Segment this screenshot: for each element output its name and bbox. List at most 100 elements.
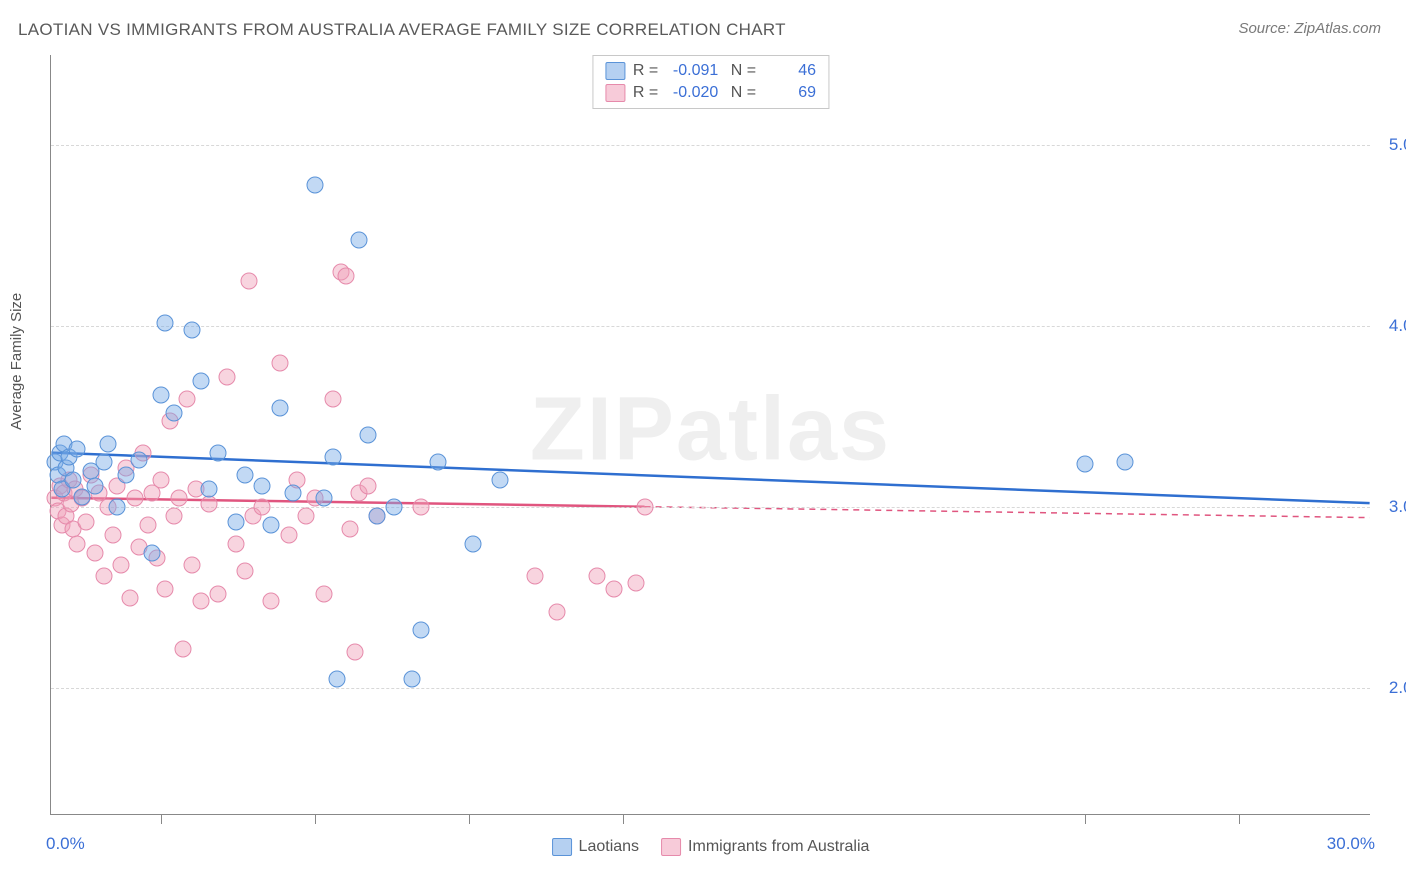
- scatter-point-blue: [254, 477, 271, 494]
- n-value-pink: 69: [764, 84, 816, 102]
- scatter-point-pink: [298, 508, 315, 525]
- r-label: R =: [633, 62, 658, 80]
- r-value-blue: -0.091: [666, 62, 718, 80]
- scatter-point-blue: [201, 481, 218, 498]
- scatter-point-blue: [351, 231, 368, 248]
- n-label: N =: [726, 84, 756, 102]
- legend-bottom: Laotians Immigrants from Australia: [552, 838, 870, 856]
- scatter-point-blue: [263, 517, 280, 534]
- legend-label: Immigrants from Australia: [688, 838, 869, 856]
- scatter-point-blue: [491, 472, 508, 489]
- plot-area: ZIPatlas R = -0.091 N = 46 R = -0.020 N …: [50, 55, 1370, 815]
- gridline: [51, 326, 1370, 327]
- y-axis-label: Average Family Size: [8, 293, 25, 430]
- x-axis-max-label: 30.0%: [1327, 834, 1375, 854]
- y-tick-label: 4.00: [1389, 316, 1406, 336]
- scatter-point-pink: [412, 499, 429, 516]
- legend-label: Laotians: [579, 838, 640, 856]
- scatter-point-pink: [219, 369, 236, 386]
- scatter-point-blue: [166, 405, 183, 422]
- scatter-point-pink: [69, 535, 86, 552]
- scatter-point-blue: [236, 466, 253, 483]
- legend-item: Laotians: [552, 838, 640, 856]
- scatter-point-pink: [606, 580, 623, 597]
- scatter-point-blue: [368, 508, 385, 525]
- scatter-point-pink: [527, 568, 544, 585]
- scatter-point-blue: [131, 452, 148, 469]
- scatter-point-blue: [386, 499, 403, 516]
- scatter-point-blue: [1077, 455, 1094, 472]
- x-tick: [1085, 814, 1086, 824]
- scatter-point-pink: [236, 562, 253, 579]
- trend-lines-svg: [51, 55, 1370, 814]
- scatter-point-blue: [157, 314, 174, 331]
- scatter-point-blue: [183, 322, 200, 339]
- scatter-point-blue: [403, 671, 420, 688]
- scatter-point-pink: [263, 593, 280, 610]
- x-axis-min-label: 0.0%: [46, 834, 85, 854]
- scatter-point-pink: [210, 586, 227, 603]
- scatter-point-pink: [588, 568, 605, 585]
- swatch-icon: [552, 838, 572, 856]
- scatter-point-blue: [271, 399, 288, 416]
- scatter-point-pink: [549, 604, 566, 621]
- scatter-point-pink: [104, 526, 121, 543]
- swatch-blue-icon: [605, 62, 625, 80]
- scatter-point-pink: [166, 508, 183, 525]
- scatter-point-pink: [315, 586, 332, 603]
- scatter-point-pink: [175, 640, 192, 657]
- y-tick-label: 3.00: [1389, 497, 1406, 517]
- x-tick: [315, 814, 316, 824]
- scatter-point-blue: [412, 622, 429, 639]
- scatter-point-pink: [95, 568, 112, 585]
- scatter-point-pink: [342, 521, 359, 538]
- chart-title: LAOTIAN VS IMMIGRANTS FROM AUSTRALIA AVE…: [18, 20, 786, 40]
- scatter-point-blue: [192, 372, 209, 389]
- scatter-point-blue: [227, 513, 244, 530]
- scatter-point-blue: [87, 477, 104, 494]
- scatter-point-pink: [153, 472, 170, 489]
- scatter-point-pink: [179, 390, 196, 407]
- legend-stats-row-blue: R = -0.091 N = 46: [605, 60, 816, 82]
- swatch-pink-icon: [605, 84, 625, 102]
- scatter-point-blue: [153, 387, 170, 404]
- scatter-point-blue: [95, 454, 112, 471]
- scatter-point-blue: [307, 177, 324, 194]
- scatter-point-pink: [113, 557, 130, 574]
- legend-stats-row-pink: R = -0.020 N = 69: [605, 82, 816, 104]
- x-tick: [161, 814, 162, 824]
- legend-item: Immigrants from Australia: [661, 838, 869, 856]
- scatter-point-blue: [430, 454, 447, 471]
- scatter-point-pink: [122, 589, 139, 606]
- scatter-point-blue: [359, 427, 376, 444]
- x-tick: [1239, 814, 1240, 824]
- scatter-point-pink: [254, 499, 271, 516]
- scatter-point-blue: [69, 441, 86, 458]
- scatter-point-pink: [337, 267, 354, 284]
- scatter-point-pink: [139, 517, 156, 534]
- n-value-blue: 46: [764, 62, 816, 80]
- scatter-point-blue: [315, 490, 332, 507]
- scatter-point-pink: [183, 557, 200, 574]
- scatter-point-pink: [637, 499, 654, 516]
- scatter-point-pink: [359, 477, 376, 494]
- scatter-point-pink: [324, 390, 341, 407]
- legend-stats: R = -0.091 N = 46 R = -0.020 N = 69: [592, 55, 829, 109]
- scatter-point-pink: [126, 490, 143, 507]
- scatter-point-blue: [324, 448, 341, 465]
- scatter-point-blue: [100, 436, 117, 453]
- scatter-point-pink: [227, 535, 244, 552]
- n-label: N =: [726, 62, 756, 80]
- gridline: [51, 688, 1370, 689]
- scatter-point-pink: [201, 495, 218, 512]
- scatter-point-pink: [157, 580, 174, 597]
- scatter-point-blue: [465, 535, 482, 552]
- scatter-point-blue: [144, 544, 161, 561]
- gridline: [51, 145, 1370, 146]
- scatter-point-pink: [87, 544, 104, 561]
- source-label: Source: ZipAtlas.com: [1238, 20, 1381, 37]
- y-tick-label: 5.00: [1389, 135, 1406, 155]
- r-value-pink: -0.020: [666, 84, 718, 102]
- scatter-point-pink: [346, 644, 363, 661]
- scatter-point-blue: [329, 671, 346, 688]
